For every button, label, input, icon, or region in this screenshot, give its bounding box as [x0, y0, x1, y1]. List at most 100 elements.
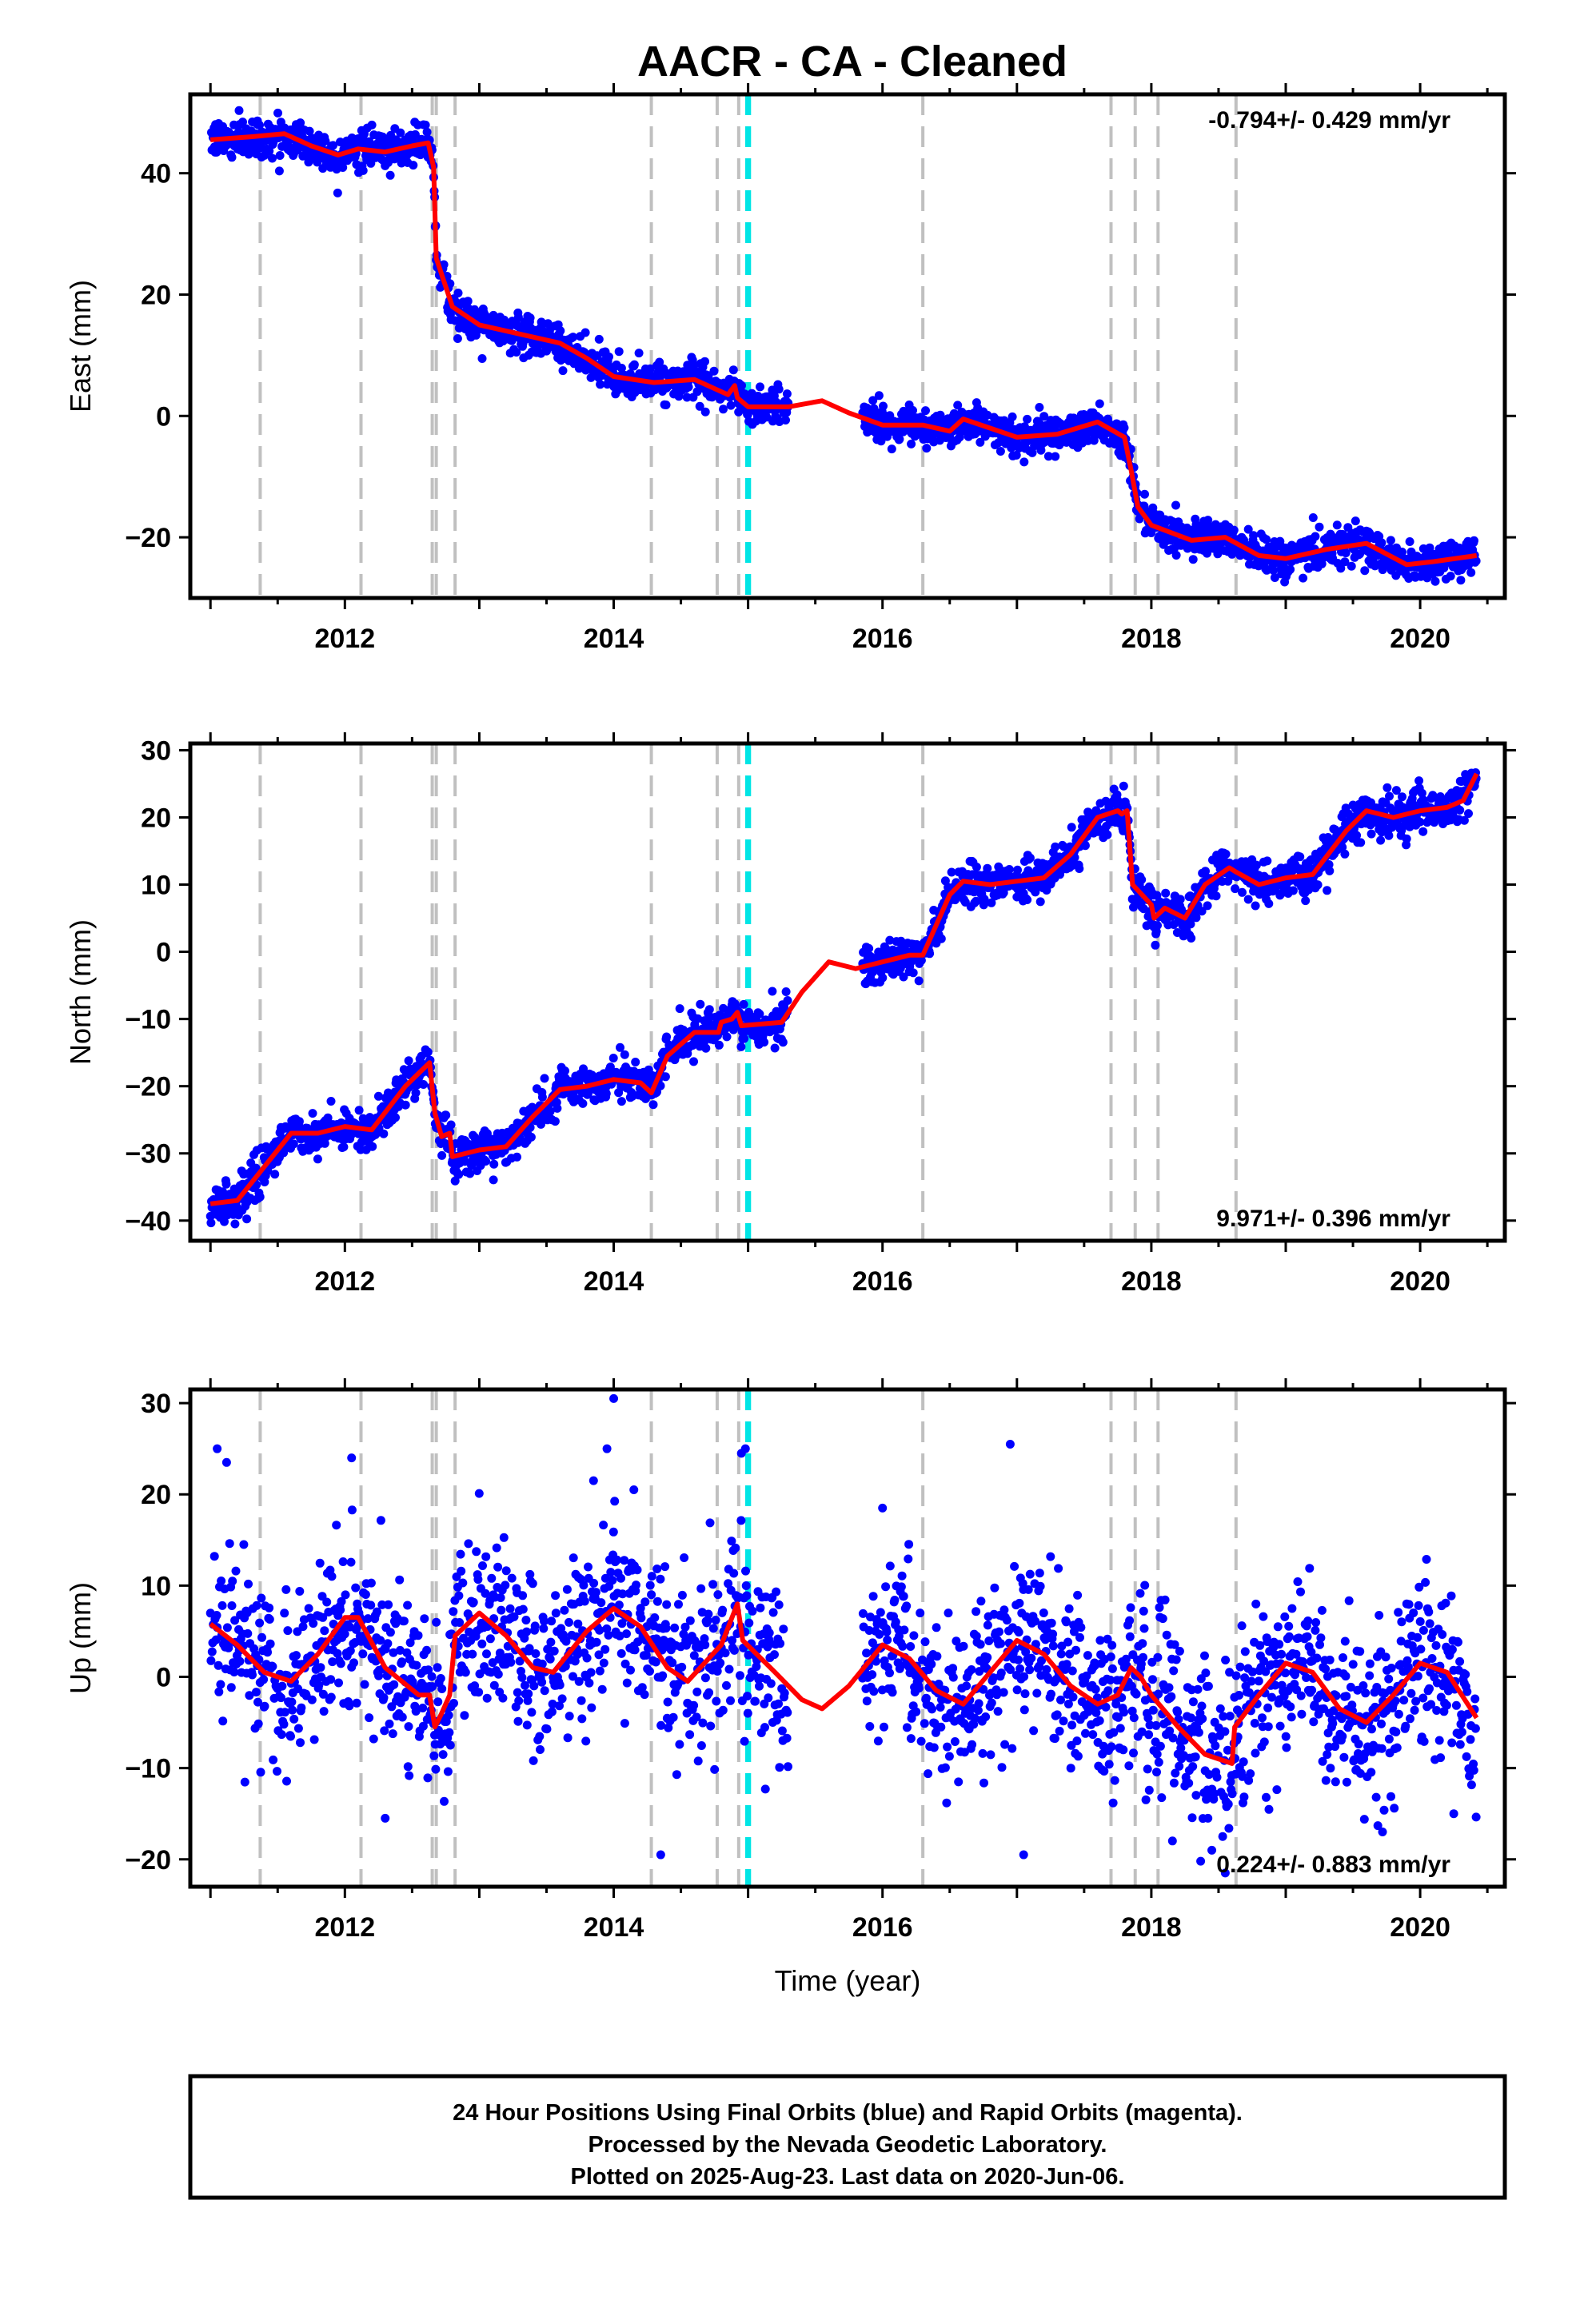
- data-point: [602, 1090, 611, 1098]
- data-point: [358, 1649, 367, 1658]
- data-point: [478, 354, 487, 363]
- data-point: [1325, 867, 1334, 875]
- data-point: [361, 1680, 369, 1689]
- data-point: [287, 1698, 296, 1707]
- data-point: [241, 1778, 249, 1787]
- data-point: [208, 1648, 217, 1656]
- data-point: [397, 1657, 406, 1666]
- data-point: [719, 405, 728, 413]
- data-point: [1023, 415, 1031, 424]
- data-point: [1286, 565, 1295, 574]
- y-tick-label: 20: [141, 280, 171, 310]
- data-point: [768, 987, 776, 996]
- data-point: [1347, 562, 1356, 571]
- data-point: [578, 1099, 587, 1108]
- data-point: [1299, 574, 1307, 583]
- data-point: [359, 166, 368, 175]
- data-point: [353, 1699, 361, 1708]
- data-point: [615, 347, 624, 356]
- data-point: [255, 1619, 264, 1628]
- y-tick-label: −20: [125, 523, 171, 553]
- data-point: [983, 864, 991, 873]
- x-tick-label: 2020: [1390, 624, 1450, 654]
- data-point: [273, 109, 282, 118]
- data-point: [280, 1720, 289, 1728]
- data-point: [506, 1658, 515, 1667]
- data-point: [996, 447, 1005, 456]
- data-point: [351, 1584, 360, 1593]
- data-point: [879, 402, 888, 411]
- data-point: [385, 1720, 394, 1728]
- data-point: [1323, 886, 1331, 895]
- data-point: [313, 1154, 322, 1163]
- data-point: [604, 353, 613, 361]
- data-point: [257, 1594, 265, 1603]
- data-point: [1295, 852, 1304, 861]
- data-point: [419, 1080, 428, 1089]
- data-point: [305, 1604, 313, 1612]
- y-tick-label: 0: [156, 401, 171, 432]
- data-point: [409, 161, 417, 169]
- data-point: [1067, 823, 1076, 831]
- data-point: [457, 1550, 465, 1559]
- data-point: [403, 1601, 412, 1610]
- data-point: [210, 1552, 219, 1561]
- data-point: [1153, 921, 1162, 930]
- data-point: [380, 1693, 389, 1702]
- data-point: [460, 1711, 469, 1720]
- data-point: [700, 357, 709, 366]
- data-point: [538, 1093, 547, 1102]
- data-point: [273, 1767, 281, 1776]
- data-point: [696, 1000, 704, 1009]
- data-point: [1384, 831, 1393, 840]
- data-point: [740, 1000, 748, 1009]
- data-point: [662, 401, 671, 409]
- data-point: [553, 1104, 561, 1113]
- data-point: [878, 974, 887, 983]
- data-point: [379, 1130, 388, 1138]
- data-point: [1161, 889, 1170, 898]
- y-tick-label: −30: [125, 1139, 171, 1170]
- data-point: [437, 1674, 445, 1683]
- data-point: [1023, 895, 1031, 904]
- data-point: [729, 365, 738, 374]
- y-tick-label: 40: [141, 159, 171, 189]
- data-point: [481, 1157, 490, 1166]
- data-point: [224, 1644, 233, 1652]
- data-point: [326, 1675, 335, 1684]
- data-point: [662, 1033, 671, 1042]
- data-point: [414, 1631, 423, 1640]
- data-point: [230, 1220, 239, 1229]
- data-point: [489, 1160, 498, 1169]
- data-point: [494, 1670, 503, 1679]
- data-point: [428, 1672, 437, 1681]
- data-point: [404, 1762, 413, 1771]
- data-point: [1172, 551, 1181, 560]
- data-point: [1385, 792, 1394, 801]
- data-point: [365, 1713, 373, 1722]
- data-point: [339, 1142, 348, 1151]
- x-tick-label: 2014: [584, 624, 644, 654]
- data-point: [468, 1650, 477, 1659]
- data-point: [458, 1579, 467, 1588]
- data-point: [384, 1600, 393, 1609]
- data-point: [489, 1175, 498, 1184]
- data-point: [1263, 856, 1271, 865]
- data-point: [337, 1659, 345, 1668]
- y-tick-label: −10: [125, 1005, 171, 1035]
- data-point: [433, 1663, 442, 1672]
- data-point: [386, 171, 395, 180]
- data-point: [486, 1634, 495, 1643]
- data-point: [445, 1711, 453, 1720]
- data-point: [295, 1587, 304, 1596]
- data-point: [248, 1671, 257, 1680]
- data-point: [254, 1720, 263, 1728]
- rate-label-east: -0.794+/- 0.429 mm/yr: [1208, 107, 1450, 134]
- x-tick-label: 2014: [584, 1266, 644, 1297]
- data-point: [1377, 538, 1386, 547]
- data-point: [1269, 566, 1278, 575]
- data-point: [1464, 809, 1473, 818]
- data-point: [493, 1544, 501, 1553]
